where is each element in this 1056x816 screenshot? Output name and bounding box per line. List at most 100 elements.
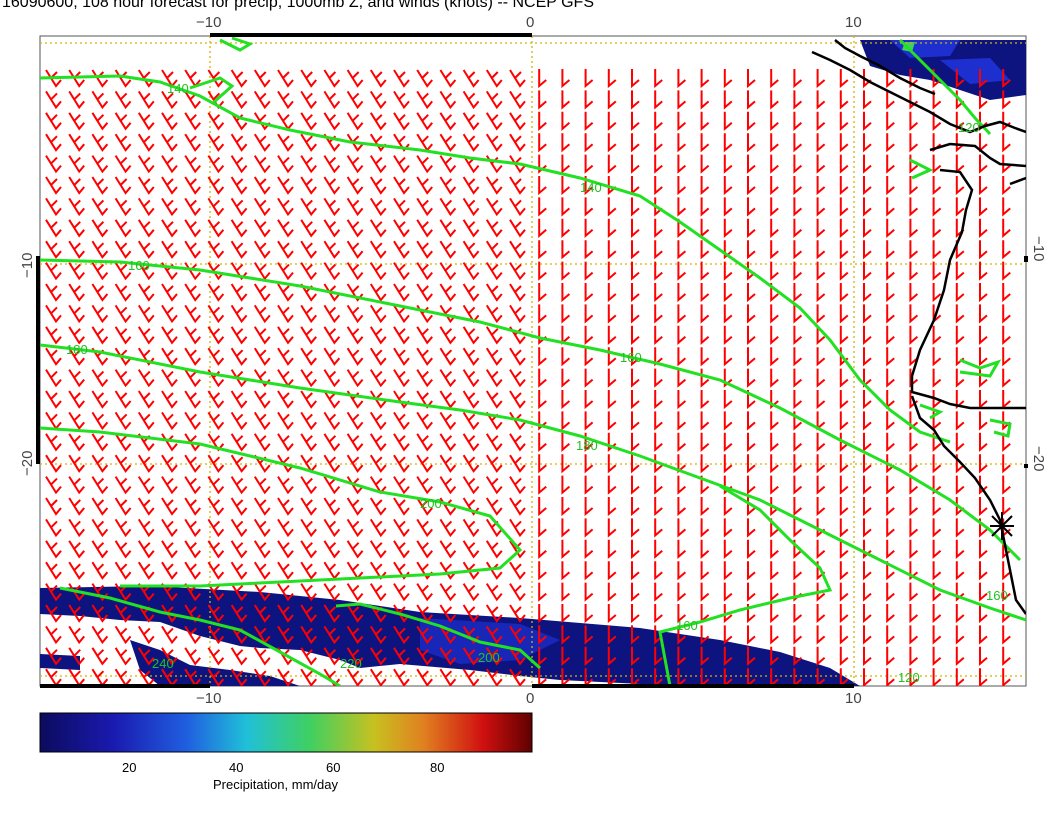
wind-barb <box>886 69 895 89</box>
wind-barb <box>955 197 965 217</box>
wind-barb <box>793 625 803 645</box>
colorbar-label: Precipitation, mm/day <box>213 777 338 792</box>
wind-barb <box>137 647 155 666</box>
wind-barb <box>462 604 480 623</box>
wind-barb <box>909 539 919 559</box>
wind-barb <box>485 454 503 473</box>
wind-barb <box>161 476 178 495</box>
wind-barb <box>416 90 433 110</box>
wind-barb <box>207 476 225 495</box>
wind-barb <box>839 475 849 495</box>
wind-barb <box>114 112 132 131</box>
wind-barb <box>323 90 341 110</box>
wind-barb <box>68 647 85 666</box>
wind-barb <box>839 154 849 174</box>
wind-barb <box>416 197 433 217</box>
wind-barb <box>561 111 571 131</box>
wind-barb <box>932 154 942 174</box>
wind-barb <box>538 539 547 559</box>
wind-barb <box>277 540 294 559</box>
wind-barb <box>607 283 617 303</box>
contour-label: 200 <box>420 496 442 511</box>
wind-barb <box>393 240 410 259</box>
wind-barb <box>863 625 872 645</box>
wind-barb <box>68 454 85 473</box>
wind-barb <box>509 197 526 217</box>
wind-barb <box>607 411 617 431</box>
wind-barb <box>770 368 779 388</box>
wind-barb <box>979 604 988 624</box>
wind-barb <box>607 304 617 324</box>
wind-barb <box>277 197 294 217</box>
wind-barb <box>863 604 872 624</box>
wind-barb <box>137 390 155 409</box>
wind-barb <box>346 411 364 431</box>
wind-barb <box>839 325 849 345</box>
wind-barb <box>230 283 248 302</box>
wind-barb <box>114 219 132 238</box>
wind-barb <box>932 475 942 495</box>
wind-barb <box>747 582 756 602</box>
wind-barb <box>631 390 640 410</box>
wind-barb <box>230 326 248 345</box>
wind-barb <box>207 197 225 217</box>
wind-barb <box>561 390 571 410</box>
wind-barb <box>770 304 779 324</box>
wind-barb <box>816 646 826 666</box>
wind-barb <box>45 283 62 302</box>
wind-barb <box>561 218 571 238</box>
wind-barb <box>1002 475 1011 495</box>
wind-barb <box>68 433 85 452</box>
wind-barb <box>561 582 571 602</box>
wind-barb <box>184 283 201 302</box>
wind-barb <box>863 304 872 324</box>
wind-barb <box>114 155 132 174</box>
wind-barb <box>323 176 341 195</box>
wind-barb <box>607 604 617 624</box>
wind-barb <box>770 69 779 89</box>
wind-barb <box>816 197 826 217</box>
wind-barb <box>68 518 85 538</box>
wind-barb <box>909 497 919 517</box>
wind-barb <box>909 261 919 281</box>
wind-barb <box>393 304 410 324</box>
wind-barb <box>863 347 872 367</box>
wind-barb <box>509 561 526 580</box>
wind-barb <box>45 240 62 259</box>
wind-barb <box>654 368 663 388</box>
wind-barb <box>114 176 132 195</box>
wind-barb <box>631 325 640 345</box>
wind-barb <box>509 433 526 452</box>
wind-barb <box>677 432 687 452</box>
wind-barb <box>1002 539 1011 559</box>
wind-barb <box>68 347 85 366</box>
bottom-tick: 0 <box>526 690 534 707</box>
wind-barb <box>561 432 571 452</box>
wind-barb <box>1002 432 1011 452</box>
wind-barb <box>253 540 271 559</box>
wind-barb <box>677 390 687 410</box>
wind-barb <box>253 155 271 174</box>
wind-barb <box>955 69 965 89</box>
wind-barb <box>584 154 594 174</box>
wind-barb <box>114 476 132 495</box>
wind-barb <box>462 583 480 602</box>
wind-barb <box>747 646 756 666</box>
wind-barb <box>979 411 988 431</box>
wind-barb <box>184 176 201 195</box>
wind-barb <box>485 540 503 559</box>
wind-barb <box>561 69 571 89</box>
wind-barb <box>607 90 617 110</box>
wind-barb <box>979 432 988 452</box>
wind-barb <box>253 433 271 452</box>
wind-barb <box>91 219 109 238</box>
wind-barb <box>770 218 779 238</box>
wind-barb <box>439 262 457 281</box>
wind-barb <box>161 540 178 559</box>
wind-barb <box>161 647 178 666</box>
wind-barb <box>839 390 849 410</box>
wind-barb <box>323 668 341 686</box>
wind-barb <box>677 518 687 538</box>
wind-barb <box>253 647 271 666</box>
wind-barb <box>863 432 872 452</box>
